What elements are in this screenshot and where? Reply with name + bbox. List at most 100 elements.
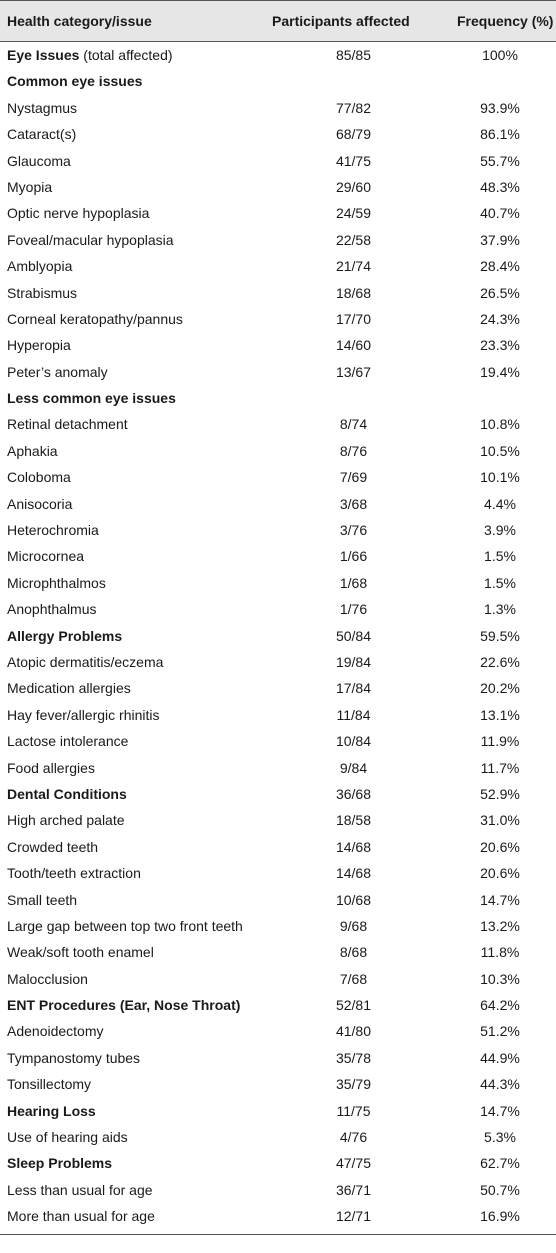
row-participants: 18/58 xyxy=(335,812,372,829)
table-row: Use of hearing aids 4/76 5.3% xyxy=(0,1124,556,1150)
row-category: Strabismus xyxy=(7,280,77,306)
row-category-label: Sleep Problems xyxy=(7,1155,113,1172)
row-category: Corneal keratopathy/pannus xyxy=(7,306,183,332)
row-category-label: Eye Issues xyxy=(7,47,80,63)
row-category: Food allergies xyxy=(7,755,95,781)
row-category: Less than usual for age xyxy=(7,1177,153,1203)
row-participants: 21/74 xyxy=(335,258,372,275)
row-category-label: Malocclusion xyxy=(7,970,88,987)
row-frequency: 37.9% xyxy=(480,231,520,248)
row-frequency: 20.6% xyxy=(480,865,520,882)
table-row: High arched palate 18/58 31.0% xyxy=(0,807,556,833)
row-category: Hearing Loss xyxy=(7,1098,96,1124)
row-participants: 35/78 xyxy=(335,1049,372,1066)
row-category-label: Food allergies xyxy=(7,759,95,776)
row-frequency: 55.7% xyxy=(480,152,520,169)
row-category: Use of hearing aids xyxy=(7,1124,128,1150)
row-participants: 3/68 xyxy=(339,495,368,512)
row-category-label: High arched palate xyxy=(7,812,125,829)
table-row: Anisocoria 3/68 4.4% xyxy=(0,491,556,517)
row-frequency: 11.9% xyxy=(480,733,520,750)
row-participants: 1/68 xyxy=(339,574,368,591)
row-frequency: 93.9% xyxy=(480,99,520,116)
row-category-label: More than usual for age xyxy=(7,1208,155,1225)
row-category: Cataract(s) xyxy=(7,121,76,147)
table-row: Small teeth 10/68 14.7% xyxy=(0,887,556,913)
row-participants: 19/84 xyxy=(335,653,372,670)
row-participants: 9/84 xyxy=(339,759,368,776)
table-row: Amblyopia 21/74 28.4% xyxy=(0,253,556,279)
row-participants: 68/79 xyxy=(335,126,372,143)
row-category-label: Strabismus xyxy=(7,284,78,301)
row-category-label: Tonsillectomy xyxy=(7,1076,92,1093)
row-category-label: Foveal/macular hypoplasia xyxy=(7,231,174,248)
row-participants: 17/70 xyxy=(335,310,372,327)
row-participants: 14/68 xyxy=(335,865,372,882)
row-category: Tympanostomy tubes xyxy=(7,1045,140,1071)
row-category: Heterochromia xyxy=(7,517,99,543)
table-row: Hyperopia 14/60 23.3% xyxy=(0,332,556,358)
row-category-label: Peter’s anomaly xyxy=(7,363,108,380)
row-participants: 1/76 xyxy=(339,601,368,618)
row-frequency: 3.9% xyxy=(484,522,516,539)
row-category: Lactose intolerance xyxy=(7,728,128,754)
row-participants: 13/67 xyxy=(335,363,372,380)
row-participants: 4/76 xyxy=(339,1129,368,1146)
row-category: Tonsillectomy xyxy=(7,1071,91,1097)
row-frequency: 1.5% xyxy=(484,574,516,591)
row-category: Glaucoma xyxy=(7,148,71,174)
row-frequency: 13.2% xyxy=(480,917,520,934)
table-section-row: Less common eye issues xyxy=(0,385,556,411)
row-frequency: 10.5% xyxy=(480,442,520,459)
row-category-label: Small teeth xyxy=(7,891,78,908)
row-frequency: 86.1% xyxy=(480,126,520,143)
row-participants: 24/59 xyxy=(335,205,372,222)
row-category-label: Microcornea xyxy=(7,548,85,565)
table-row: Glaucoma 41/75 55.7% xyxy=(0,148,556,174)
row-participants: 29/60 xyxy=(335,178,372,195)
table-row: Foveal/macular hypoplasia 22/58 37.9% xyxy=(0,227,556,253)
table-row: Hay fever/allergic rhinitis 11/84 13.1% xyxy=(0,702,556,728)
row-category: Aphakia xyxy=(7,438,58,464)
row-category: Anophthalmus xyxy=(7,596,97,622)
row-participants: 22/58 xyxy=(335,231,372,248)
row-frequency: 14.7% xyxy=(480,1102,520,1119)
row-category-label: Common eye issues xyxy=(7,73,143,90)
table-row: Medication allergies 17/84 20.2% xyxy=(0,675,556,701)
row-category-label: Aphakia xyxy=(7,442,58,459)
row-category: Less common eye issues xyxy=(7,385,176,411)
row-participants: 35/79 xyxy=(335,1076,372,1093)
row-category-label: Corneal keratopathy/pannus xyxy=(7,310,183,327)
row-category: Allergy Problems xyxy=(7,623,122,649)
row-category-label: Microphthalmos xyxy=(7,574,106,591)
row-category-label: Hearing Loss xyxy=(7,1102,96,1119)
header-category: Health category/issue xyxy=(7,13,152,29)
row-frequency: 23.3% xyxy=(480,337,520,354)
row-frequency: 28.4% xyxy=(480,258,520,275)
row-category: Anisocoria xyxy=(7,491,72,517)
row-category: Medication allergies xyxy=(7,675,131,701)
row-frequency: 59.5% xyxy=(480,627,520,644)
row-participants: 77/82 xyxy=(335,99,372,116)
table-row: Tympanostomy tubes 35/78 44.9% xyxy=(0,1045,556,1071)
row-category-label: Nystagmus xyxy=(7,99,78,116)
row-frequency: 4.4% xyxy=(484,495,516,512)
row-category: Adenoidectomy xyxy=(7,1018,104,1044)
row-category: Myopia xyxy=(7,174,52,200)
table-section-row: Sleep Problems 47/75 62.7% xyxy=(0,1150,556,1176)
row-category-label: Atopic dermatitis/eczema xyxy=(7,653,164,670)
row-frequency: 20.6% xyxy=(480,838,520,855)
row-category-label: Tympanostomy tubes xyxy=(7,1049,141,1066)
table-row: Food allergies 9/84 11.7% xyxy=(0,755,556,781)
row-participants: 9/68 xyxy=(339,917,368,934)
row-category-label: Less common eye issues xyxy=(7,390,176,407)
table-header: Health category/issue Participants affec… xyxy=(0,0,556,42)
header-frequency: Frequency (%) xyxy=(457,13,554,29)
row-category: Microcornea xyxy=(7,543,84,569)
row-category-label: Hay fever/allergic rhinitis xyxy=(7,706,160,723)
row-category-label: Anisocoria xyxy=(7,495,73,512)
row-category: Coloboma xyxy=(7,464,71,490)
row-category-label: Use of hearing aids xyxy=(7,1129,128,1146)
row-participants: 8/74 xyxy=(339,416,368,433)
